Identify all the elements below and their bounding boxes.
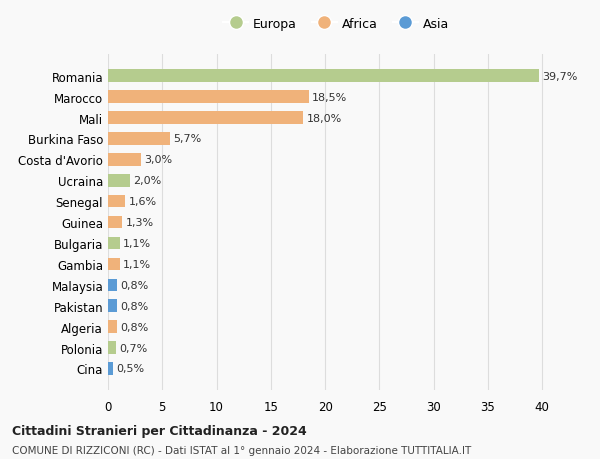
Text: 3,0%: 3,0%: [144, 155, 172, 165]
Bar: [108, 258, 120, 271]
Bar: [108, 300, 116, 312]
Text: 0,7%: 0,7%: [119, 343, 147, 353]
Bar: [108, 174, 130, 187]
Bar: [108, 196, 125, 208]
Bar: [108, 363, 113, 375]
Bar: [108, 133, 170, 146]
Text: 18,5%: 18,5%: [312, 92, 347, 102]
Bar: [108, 237, 120, 250]
Bar: [108, 70, 539, 83]
Text: 2,0%: 2,0%: [133, 176, 161, 186]
Legend: Europa, Africa, Asia: Europa, Africa, Asia: [223, 18, 449, 31]
Bar: [108, 279, 116, 291]
Text: 0,8%: 0,8%: [120, 280, 148, 290]
Text: 0,8%: 0,8%: [120, 301, 148, 311]
Bar: [108, 321, 116, 333]
Text: Cittadini Stranieri per Cittadinanza - 2024: Cittadini Stranieri per Cittadinanza - 2…: [12, 425, 307, 437]
Text: 1,6%: 1,6%: [128, 197, 157, 207]
Text: 1,1%: 1,1%: [123, 239, 151, 248]
Text: 39,7%: 39,7%: [542, 72, 578, 82]
Text: COMUNE DI RIZZICONI (RC) - Dati ISTAT al 1° gennaio 2024 - Elaborazione TUTTITAL: COMUNE DI RIZZICONI (RC) - Dati ISTAT al…: [12, 445, 471, 455]
Bar: [108, 216, 122, 229]
Text: 0,8%: 0,8%: [120, 322, 148, 332]
Bar: [108, 154, 140, 166]
Bar: [108, 112, 304, 124]
Text: 18,0%: 18,0%: [307, 113, 342, 123]
Text: 5,7%: 5,7%: [173, 134, 202, 144]
Text: 1,1%: 1,1%: [123, 259, 151, 269]
Bar: [108, 341, 116, 354]
Text: 1,3%: 1,3%: [125, 218, 154, 228]
Bar: [108, 91, 309, 104]
Text: 0,5%: 0,5%: [116, 364, 145, 374]
